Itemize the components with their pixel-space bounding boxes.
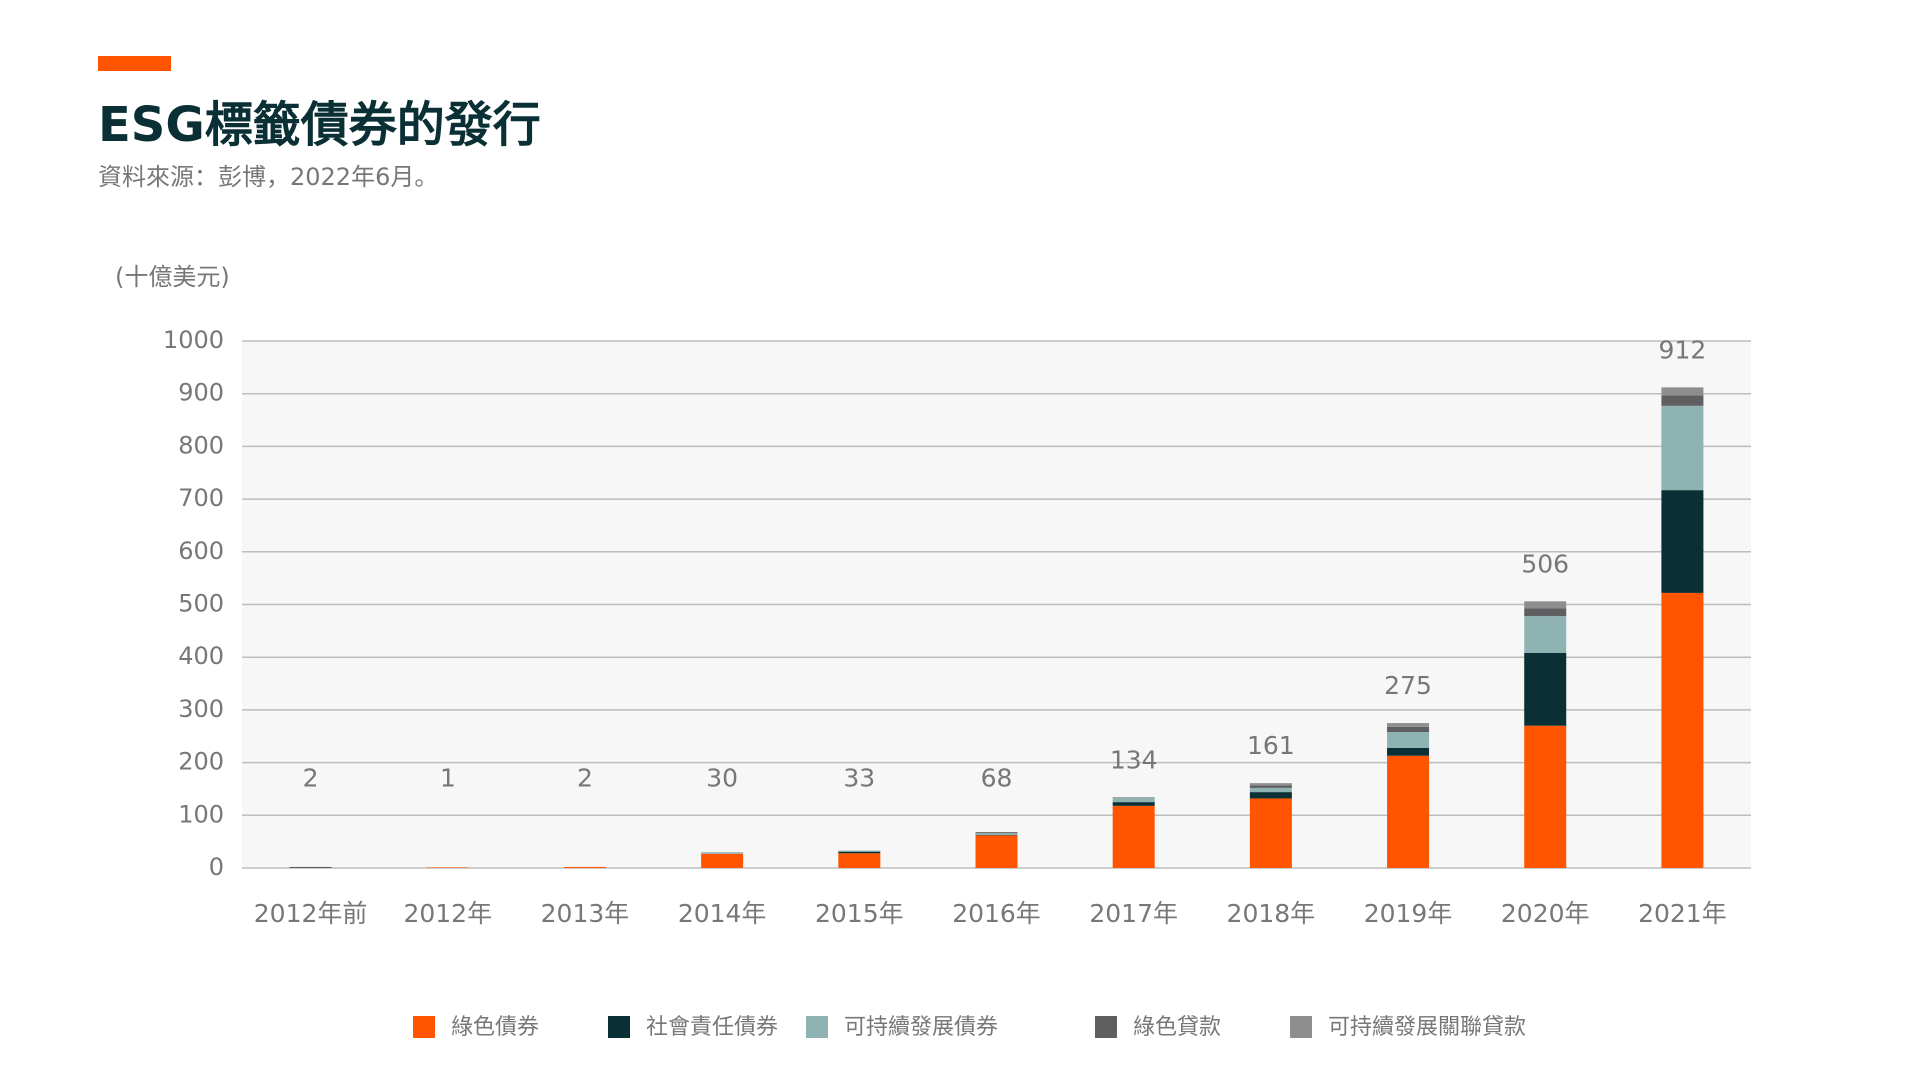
bar-segment <box>1112 797 1155 798</box>
x-tick-label: 2012年 <box>403 899 492 928</box>
bar-segment <box>1661 490 1704 593</box>
x-tick-label: 2013年 <box>541 899 630 928</box>
bar-segment <box>1387 732 1430 748</box>
y-tick-label: 900 <box>178 379 224 407</box>
total-label: 275 <box>1384 671 1432 700</box>
x-tick-label: 2021年 <box>1638 899 1727 928</box>
legend-swatch <box>1095 1016 1117 1038</box>
bar-segment <box>838 850 881 852</box>
bar-segment <box>1249 787 1292 793</box>
legend-label: 可持續發展債券 <box>844 1015 998 1040</box>
legend-swatch <box>608 1016 630 1038</box>
bar-segment <box>1524 616 1567 653</box>
y-tick-label: 200 <box>178 748 224 776</box>
bar-segment <box>1249 785 1292 788</box>
bar-segment <box>838 851 881 854</box>
bar-segment <box>1249 792 1292 799</box>
bar-segment <box>1387 755 1430 868</box>
bar-segment <box>1661 395 1704 406</box>
y-tick-label: 100 <box>178 800 224 828</box>
legend-label: 綠色貸款 <box>1133 1015 1221 1040</box>
legend-label: 綠色債券 <box>451 1015 539 1040</box>
total-label: 2 <box>303 763 319 792</box>
total-label: 68 <box>981 763 1013 792</box>
legend-swatch <box>806 1016 828 1038</box>
y-tick-label: 800 <box>178 431 224 459</box>
chart-subtitle: 資料來源：彭博，2022年6月。 <box>98 163 438 191</box>
y-axis-label: (十億美元) <box>115 263 230 291</box>
x-tick-label: 2019年 <box>1364 899 1453 928</box>
bar-segment <box>1387 723 1430 727</box>
x-tick-label: 2016年 <box>952 899 1041 928</box>
total-label: 1 <box>440 763 456 792</box>
bar-segment <box>1112 805 1155 868</box>
total-label: 161 <box>1247 731 1295 760</box>
y-tick-label: 600 <box>178 537 224 565</box>
legend-label: 社會責任債券 <box>646 1015 778 1040</box>
bar-segment <box>563 866 606 868</box>
bar-segment <box>1661 405 1704 491</box>
total-label: 2 <box>577 763 593 792</box>
bar-segment <box>289 866 332 868</box>
y-tick-label: 0 <box>209 853 224 881</box>
total-label: 30 <box>706 763 738 792</box>
bar-segment <box>975 835 1018 868</box>
bar-segment <box>1524 601 1567 609</box>
y-tick-label: 300 <box>178 695 224 723</box>
bar-segment <box>1112 797 1155 803</box>
bar-segment <box>838 853 881 868</box>
y-tick-label: 1000 <box>163 326 224 354</box>
bar-segment <box>1387 747 1430 756</box>
y-tick-label: 700 <box>178 484 224 512</box>
x-tick-label: 2017年 <box>1089 899 1178 928</box>
accent-bar <box>98 56 171 71</box>
chart-title: ESG標籤債券的發行 <box>98 97 541 153</box>
bar-segment <box>1524 725 1567 868</box>
total-label: 33 <box>843 763 875 792</box>
x-tick-label: 2014年 <box>678 899 767 928</box>
bar-segment <box>1249 783 1292 786</box>
x-tick-label: 2015年 <box>815 899 904 928</box>
bar-segment <box>975 832 1018 834</box>
bar-segment <box>1661 387 1704 396</box>
y-tick-label: 400 <box>178 642 224 670</box>
legend-swatch <box>1290 1016 1312 1038</box>
x-tick-label: 2020年 <box>1501 899 1590 928</box>
legend-swatch <box>413 1016 435 1038</box>
bar-segment <box>1524 608 1567 617</box>
bar-segment <box>1524 652 1567 726</box>
total-label: 134 <box>1110 745 1158 774</box>
bar-segment <box>975 834 1018 836</box>
bar-segment <box>1661 592 1704 868</box>
total-label: 506 <box>1521 549 1569 578</box>
bar-segment <box>701 853 744 868</box>
bar-segment <box>1112 802 1155 806</box>
y-tick-label: 500 <box>178 590 224 618</box>
bar-segment <box>1249 798 1292 868</box>
x-tick-label: 2018年 <box>1227 899 1316 928</box>
x-tick-label: 2012年前 <box>254 899 368 928</box>
bar-segment <box>701 852 744 854</box>
legend-label: 可持續發展關聯貸款 <box>1328 1015 1526 1040</box>
bar-segment <box>426 867 469 868</box>
bar-segment <box>1387 726 1430 733</box>
total-label: 912 <box>1659 335 1707 364</box>
bar-segment <box>975 833 1018 835</box>
